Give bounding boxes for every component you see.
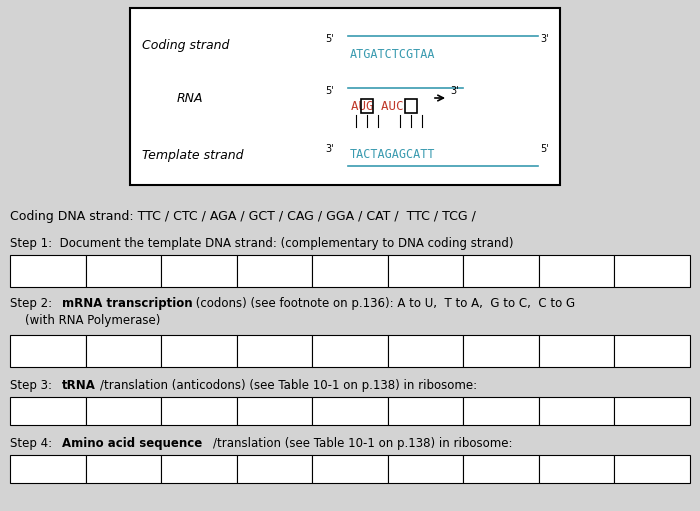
Bar	[130, 8, 560, 185]
Bar	[85, 455, 161, 483]
Text: (with RNA Polymerase): (with RNA Polymerase)	[10, 314, 160, 327]
Bar	[388, 335, 463, 367]
Bar	[312, 455, 388, 483]
Text: Coding DNA strand: TTC / CTC / AGA / GCT / CAG / GGA / CAT /  TTC / TCG /: Coding DNA strand: TTC / CTC / AGA / GCT…	[10, 210, 476, 223]
Text: AUG AUC: AUG AUC	[351, 100, 403, 113]
Text: 3': 3'	[450, 86, 459, 96]
Text: RNA: RNA	[177, 91, 204, 105]
Bar	[615, 397, 690, 425]
Bar	[85, 335, 161, 367]
Bar	[10, 455, 85, 483]
Text: 3': 3'	[325, 144, 334, 154]
Bar	[463, 455, 539, 483]
Text: Step 3:: Step 3:	[10, 379, 60, 392]
Bar	[388, 397, 463, 425]
Text: Step 1:  Document the template DNA strand: (complementary to DNA coding strand): Step 1: Document the template DNA strand…	[10, 237, 514, 250]
Bar	[237, 255, 312, 287]
Text: TACTAGAGCATT: TACTAGAGCATT	[350, 148, 435, 161]
Bar	[361, 99, 373, 113]
Bar	[10, 397, 85, 425]
Bar	[161, 397, 237, 425]
Bar	[388, 255, 463, 287]
Bar	[539, 335, 615, 367]
Text: /translation (anticodons) (see Table 10-1 on p.138) in ribosome:: /translation (anticodons) (see Table 10-…	[100, 379, 477, 392]
Text: mRNA transcription: mRNA transcription	[62, 297, 192, 310]
Bar	[161, 335, 237, 367]
Text: 5': 5'	[325, 34, 334, 44]
Text: Step 4:: Step 4:	[10, 437, 60, 450]
Text: Amino acid sequence: Amino acid sequence	[62, 437, 202, 450]
Text: 5': 5'	[540, 144, 549, 154]
Bar	[237, 397, 312, 425]
Text: Coding strand: Coding strand	[142, 39, 230, 53]
Text: 5': 5'	[325, 86, 334, 96]
Bar	[539, 455, 615, 483]
Bar	[312, 255, 388, 287]
Bar	[161, 455, 237, 483]
Text: (codons) (see footnote on p.136): A to U,  T to A,  G to C,  C to G: (codons) (see footnote on p.136): A to U…	[192, 297, 575, 310]
Bar	[615, 255, 690, 287]
Bar	[388, 455, 463, 483]
Bar	[85, 397, 161, 425]
Bar	[10, 255, 85, 287]
Bar	[539, 255, 615, 287]
Bar	[405, 99, 417, 113]
Bar	[237, 455, 312, 483]
Text: ATGATCTCGTAA: ATGATCTCGTAA	[350, 48, 435, 61]
Bar	[312, 397, 388, 425]
Text: 3': 3'	[540, 34, 549, 44]
Text: Template strand: Template strand	[142, 150, 244, 162]
Bar	[463, 255, 539, 287]
Bar	[615, 335, 690, 367]
Bar	[463, 397, 539, 425]
Text: Step 2:: Step 2:	[10, 297, 60, 310]
Text: tRNA: tRNA	[62, 379, 96, 392]
Bar	[463, 335, 539, 367]
Bar	[237, 335, 312, 367]
Bar	[10, 335, 85, 367]
Bar	[312, 335, 388, 367]
Bar	[85, 255, 161, 287]
Bar	[539, 397, 615, 425]
Bar	[615, 455, 690, 483]
Text: /translation (see Table 10-1 on p.138) in ribosome:: /translation (see Table 10-1 on p.138) i…	[213, 437, 512, 450]
Bar	[161, 255, 237, 287]
